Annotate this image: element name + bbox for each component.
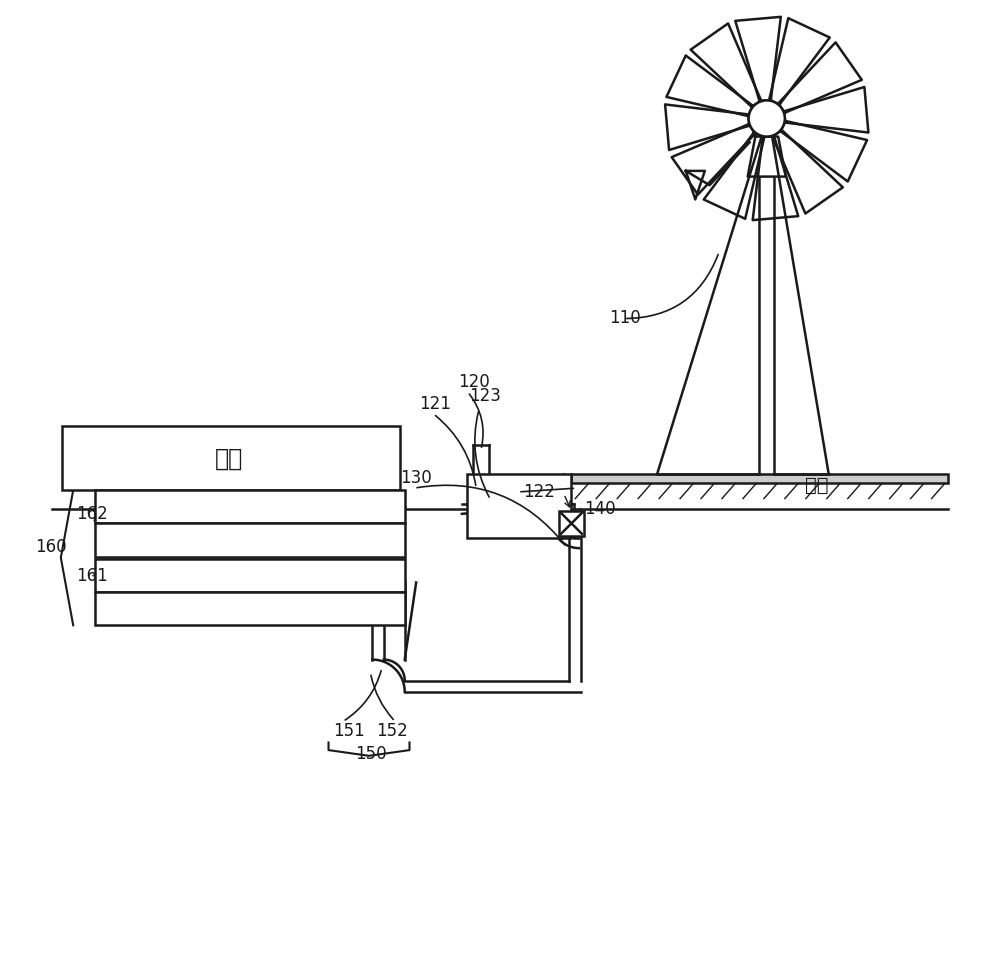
Bar: [95, 490, 405, 524]
Text: 121: 121: [419, 395, 451, 413]
Text: 140: 140: [584, 500, 615, 518]
Bar: [571, 474, 948, 483]
Bar: [62, 426, 400, 490]
Text: 110: 110: [610, 309, 641, 328]
Text: 152: 152: [376, 722, 408, 740]
Text: 162: 162: [76, 505, 108, 523]
Text: 151: 151: [333, 722, 365, 740]
Text: 浮島: 浮島: [214, 447, 243, 471]
Text: 122: 122: [523, 482, 555, 501]
Text: 123: 123: [470, 387, 501, 406]
Bar: [95, 524, 405, 556]
Circle shape: [749, 100, 785, 136]
Text: 161: 161: [76, 567, 108, 584]
Bar: [95, 558, 405, 592]
Text: 150: 150: [356, 745, 387, 763]
Text: 130: 130: [400, 469, 432, 487]
Text: 160: 160: [35, 538, 67, 556]
Text: 海面: 海面: [805, 476, 828, 495]
Bar: [95, 592, 405, 626]
Bar: [559, 511, 584, 535]
Bar: [467, 474, 571, 537]
Text: 120: 120: [458, 373, 490, 391]
